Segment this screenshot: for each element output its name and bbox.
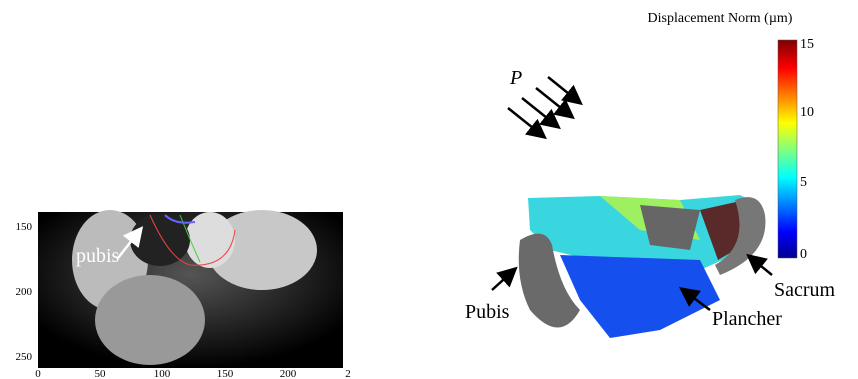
- x-tick-label: 150: [217, 368, 234, 379]
- contour: [149, 214, 236, 266]
- label-arrow: [746, 253, 773, 276]
- force-arrow: [547, 76, 583, 106]
- force-arrow: [507, 107, 547, 140]
- y-tick-label: 150: [16, 221, 33, 233]
- surface: [640, 205, 700, 250]
- annotation-arrow: [117, 226, 144, 259]
- colorbar-tick: 10: [800, 105, 814, 120]
- x-tick-label: 0: [35, 368, 41, 379]
- x-tick-label: 50: [95, 368, 107, 379]
- mri-tissue: [95, 275, 205, 365]
- x-tick-label: 2: [345, 368, 351, 379]
- mri-tissue: [185, 212, 235, 268]
- structure-label: Plancher: [712, 308, 782, 330]
- surface: [560, 255, 720, 338]
- mri-panel: pubis 150 200 250 0 50 100 150 200 2: [16, 210, 351, 379]
- force-arrow: [521, 97, 561, 130]
- label-arrow: [491, 266, 518, 291]
- colorbar: [777, 39, 798, 259]
- structure-label: Pubis: [465, 301, 510, 323]
- x-tick-label: 200: [280, 368, 297, 379]
- structure-label: Sacrum: [774, 279, 836, 301]
- colorbar-tick: 5: [800, 175, 807, 190]
- simulation-panel: P Displacement Norm (µm) 15 10 5 0 Pubis…: [465, 11, 836, 338]
- colorbar-tick: 15: [800, 37, 814, 52]
- y-tick-label: 200: [16, 286, 33, 298]
- colorbar-tick: 0: [800, 247, 807, 262]
- force-label: P: [509, 67, 522, 89]
- y-tick-label: 250: [16, 351, 33, 363]
- force-arrow: [535, 87, 575, 120]
- contour: [179, 214, 201, 263]
- sacrum-bone: [715, 197, 766, 275]
- contour: [164, 214, 196, 224]
- label-arrow: [678, 287, 711, 312]
- colorbar-title: Displacement Norm (µm): [648, 11, 793, 26]
- x-tick-label: 100: [154, 368, 171, 379]
- pubis-bone: [518, 233, 580, 328]
- annotation: pubis: [76, 245, 120, 267]
- mri-tissue: [130, 214, 190, 266]
